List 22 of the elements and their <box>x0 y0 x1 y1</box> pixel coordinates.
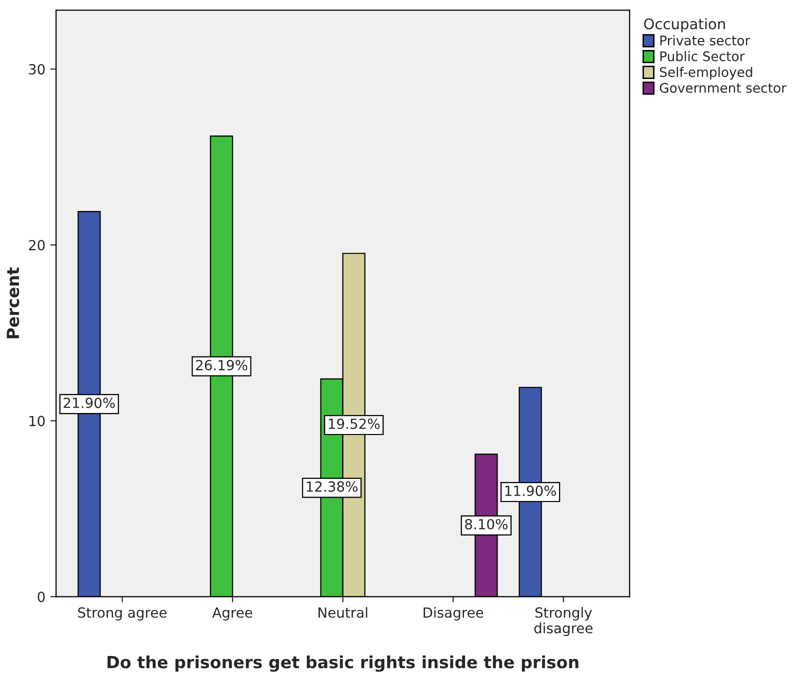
data-label: 11.90% <box>505 486 556 496</box>
y-axis-title: Percent <box>6 267 20 338</box>
y-tick-label: 10 <box>30 416 45 426</box>
data-label: 12.38% <box>306 481 358 492</box>
legend-label: Private sector <box>660 35 750 46</box>
data-label: 26.19% <box>196 360 248 370</box>
legend-label: Self-employed <box>660 66 752 80</box>
x-tick-label: Strongly disagree <box>534 607 593 636</box>
x-tick-label: Neutral <box>318 607 368 618</box>
y-tick-label: 0 <box>38 592 45 602</box>
data-label: 8.10% <box>465 518 508 530</box>
x-tick-label: Strong agree <box>78 607 167 620</box>
data-label: 21.90% <box>64 398 115 408</box>
x-tick-label: Agree <box>212 607 252 620</box>
legend-title: Occupation <box>644 18 725 32</box>
legend-label: Public Sector <box>660 51 745 62</box>
y-tick-label: 20 <box>29 240 45 250</box>
data-label: 19.52% <box>328 418 380 430</box>
x-axis-title: Do the prisoners get basic rights inside the prison <box>108 655 578 672</box>
y-tick-label: 30 <box>29 64 45 75</box>
legend-label: Government sector <box>660 82 786 93</box>
x-tick-label: Disagree <box>424 607 484 620</box>
